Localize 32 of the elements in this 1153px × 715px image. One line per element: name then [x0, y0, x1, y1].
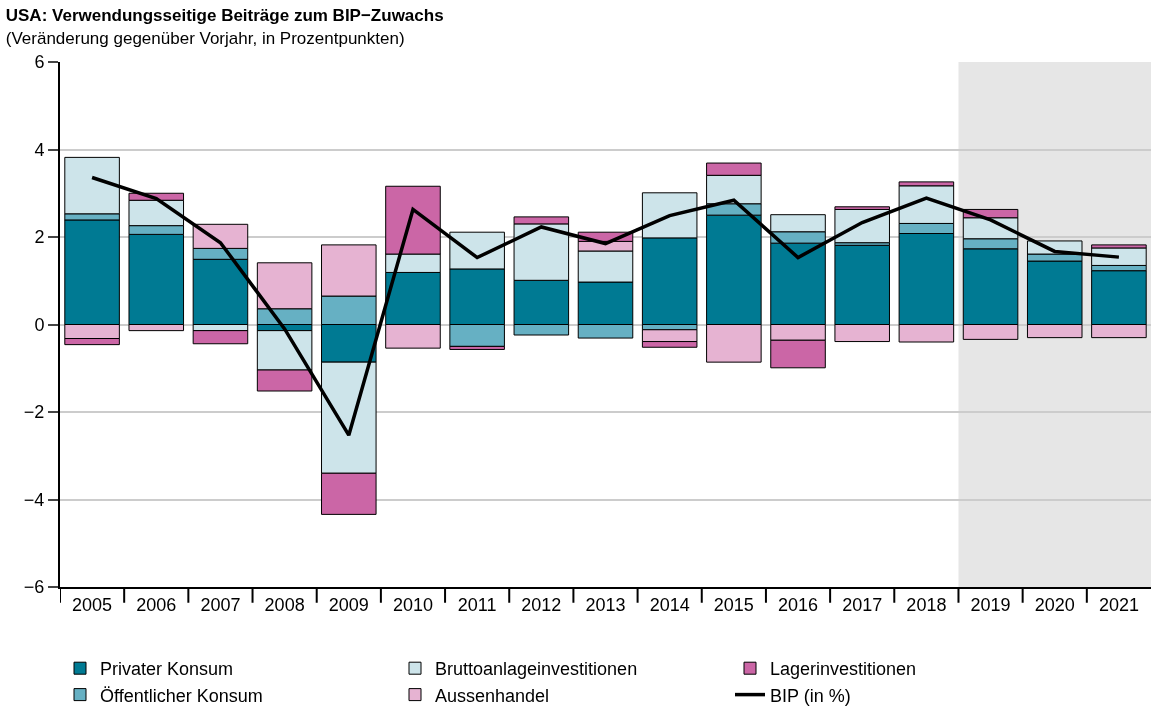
x-tick-label: 2018 [906, 594, 947, 615]
x-tick-label: 2019 [970, 594, 1011, 615]
x-tick-label: 2021 [1098, 594, 1139, 615]
x-tick-label: 2009 [328, 594, 369, 615]
x-tick-label: 2007 [200, 594, 241, 615]
x-tick-label: 2017 [842, 594, 883, 615]
x-tick-label: 2012 [521, 594, 562, 615]
chart-title: USA: Verwendungsseitige Beiträge zum BIP−Zuwachs [5, 6, 444, 26]
y-tick-label: 4 [34, 139, 45, 160]
y-tick-label: 0 [34, 314, 45, 335]
y-tick-label: 2 [34, 227, 45, 248]
y-tick-label: −6 [23, 577, 45, 598]
x-tick-label: 2014 [649, 594, 690, 615]
chart-subtitle: (Veränderung gegenüber Vorjahr, in Prozentpunkten) [5, 28, 405, 48]
legend-label: BIP (in %) [770, 685, 851, 706]
legend-label: Bruttoanlageinvestitionen [435, 659, 638, 680]
y-tick-label: −2 [23, 402, 45, 423]
x-tick-label: 2006 [136, 594, 177, 615]
legend-label: Öffentlicher Konsum [100, 685, 263, 706]
legend-label: Privater Konsum [100, 659, 234, 680]
x-tick-label: 2015 [713, 594, 754, 615]
x-tick-label: 2020 [1034, 594, 1075, 615]
x-tick-label: 2005 [72, 594, 113, 615]
x-tick-label: 2013 [585, 594, 626, 615]
y-tick-label: 6 [34, 52, 45, 73]
x-tick-label: 2011 [457, 594, 497, 615]
x-tick-label: 2010 [392, 594, 433, 615]
x-tick-label: 2016 [778, 594, 819, 615]
x-tick-label: 2008 [264, 594, 305, 615]
legend-label: Aussenhandel [435, 685, 550, 706]
y-tick-label: −4 [23, 489, 45, 510]
legend-label: Lagerinvestitionen [770, 659, 917, 680]
